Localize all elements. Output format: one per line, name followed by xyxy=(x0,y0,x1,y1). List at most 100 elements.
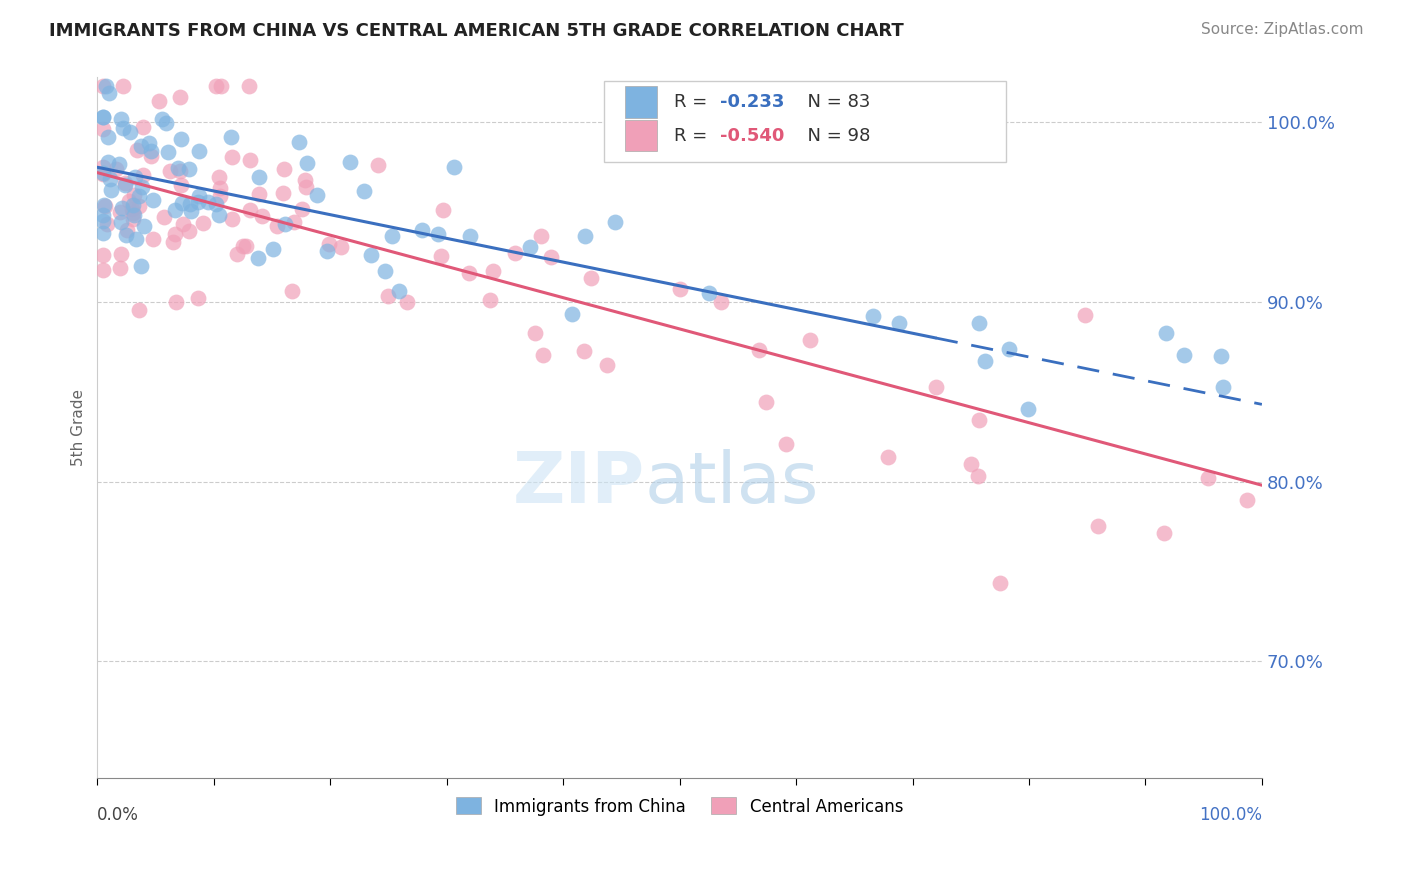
Point xyxy=(179,224,201,238)
Point xyxy=(180,203,202,218)
Point xyxy=(110,214,132,228)
Point xyxy=(266,219,288,234)
Point xyxy=(91,167,114,181)
Point xyxy=(295,180,318,194)
Point xyxy=(93,79,115,94)
Point xyxy=(959,457,981,471)
FancyBboxPatch shape xyxy=(624,120,658,152)
Point xyxy=(1073,308,1095,322)
Point xyxy=(165,202,187,217)
Point xyxy=(432,203,454,218)
Point xyxy=(1154,326,1177,341)
Point xyxy=(1153,526,1175,541)
Text: ZIP: ZIP xyxy=(512,450,645,518)
Point xyxy=(443,160,465,174)
Point xyxy=(172,196,194,211)
Point xyxy=(318,237,340,252)
Point xyxy=(572,344,595,359)
Point xyxy=(142,232,165,246)
Point xyxy=(122,198,145,212)
Point xyxy=(530,228,553,243)
Point xyxy=(283,215,305,229)
Point xyxy=(388,284,411,298)
Point xyxy=(91,262,114,277)
Point xyxy=(170,132,193,146)
Point xyxy=(91,214,114,228)
Point xyxy=(93,198,115,212)
Point xyxy=(132,169,155,183)
Point xyxy=(411,223,433,237)
Point xyxy=(208,208,231,222)
Point xyxy=(91,110,114,124)
Point xyxy=(250,210,273,224)
Point xyxy=(91,110,114,124)
Point xyxy=(225,247,247,261)
Point xyxy=(603,215,626,229)
Point xyxy=(235,239,257,253)
Point xyxy=(205,79,228,94)
Point xyxy=(208,181,231,195)
Text: -0.233: -0.233 xyxy=(720,93,785,111)
Point xyxy=(114,178,136,192)
FancyBboxPatch shape xyxy=(624,87,658,118)
Point xyxy=(1212,380,1234,394)
FancyBboxPatch shape xyxy=(605,81,1005,161)
Point xyxy=(247,169,270,184)
Text: 100.0%: 100.0% xyxy=(1199,806,1263,824)
Point xyxy=(108,204,131,219)
Point xyxy=(710,295,733,310)
Point xyxy=(360,248,382,262)
Point xyxy=(162,235,184,250)
Point xyxy=(91,248,114,262)
Point xyxy=(97,130,120,145)
Point xyxy=(697,286,720,301)
Text: 0.0%: 0.0% xyxy=(97,806,139,824)
Point xyxy=(128,189,150,203)
Point xyxy=(887,316,910,330)
Point xyxy=(107,157,129,171)
Point xyxy=(524,326,547,341)
Point xyxy=(193,216,215,230)
Point xyxy=(221,150,243,164)
Point xyxy=(262,242,284,256)
Point xyxy=(204,197,226,211)
Point xyxy=(155,115,177,129)
Point xyxy=(596,358,619,372)
Point xyxy=(374,263,396,277)
Point xyxy=(129,138,152,153)
Point xyxy=(100,183,122,197)
Point xyxy=(574,229,596,244)
Point xyxy=(125,143,148,157)
Text: Source: ZipAtlas.com: Source: ZipAtlas.com xyxy=(1201,22,1364,37)
Point xyxy=(156,145,179,160)
Point xyxy=(288,135,311,149)
Point xyxy=(669,282,692,296)
Point xyxy=(239,153,262,167)
Point xyxy=(94,199,117,213)
Point xyxy=(775,437,797,451)
Y-axis label: 5th Grade: 5th Grade xyxy=(72,389,86,467)
Point xyxy=(91,208,114,222)
Point xyxy=(165,294,187,309)
Point xyxy=(232,239,254,253)
Point xyxy=(208,170,231,185)
Point xyxy=(755,395,778,409)
Point xyxy=(748,343,770,358)
Point xyxy=(247,251,270,265)
Text: N = 83: N = 83 xyxy=(796,93,870,111)
Point xyxy=(458,228,481,243)
Point xyxy=(188,188,211,202)
Point xyxy=(91,122,114,136)
Point xyxy=(997,343,1019,357)
Point xyxy=(295,156,318,170)
Point xyxy=(122,208,145,222)
Point xyxy=(138,136,160,151)
Point xyxy=(273,218,295,232)
Point xyxy=(152,112,174,126)
Point xyxy=(238,79,260,94)
Point xyxy=(108,261,131,276)
Point xyxy=(110,112,132,127)
Point xyxy=(967,413,990,427)
Point xyxy=(187,195,209,210)
Legend: Immigrants from China, Central Americans: Immigrants from China, Central Americans xyxy=(450,790,910,822)
